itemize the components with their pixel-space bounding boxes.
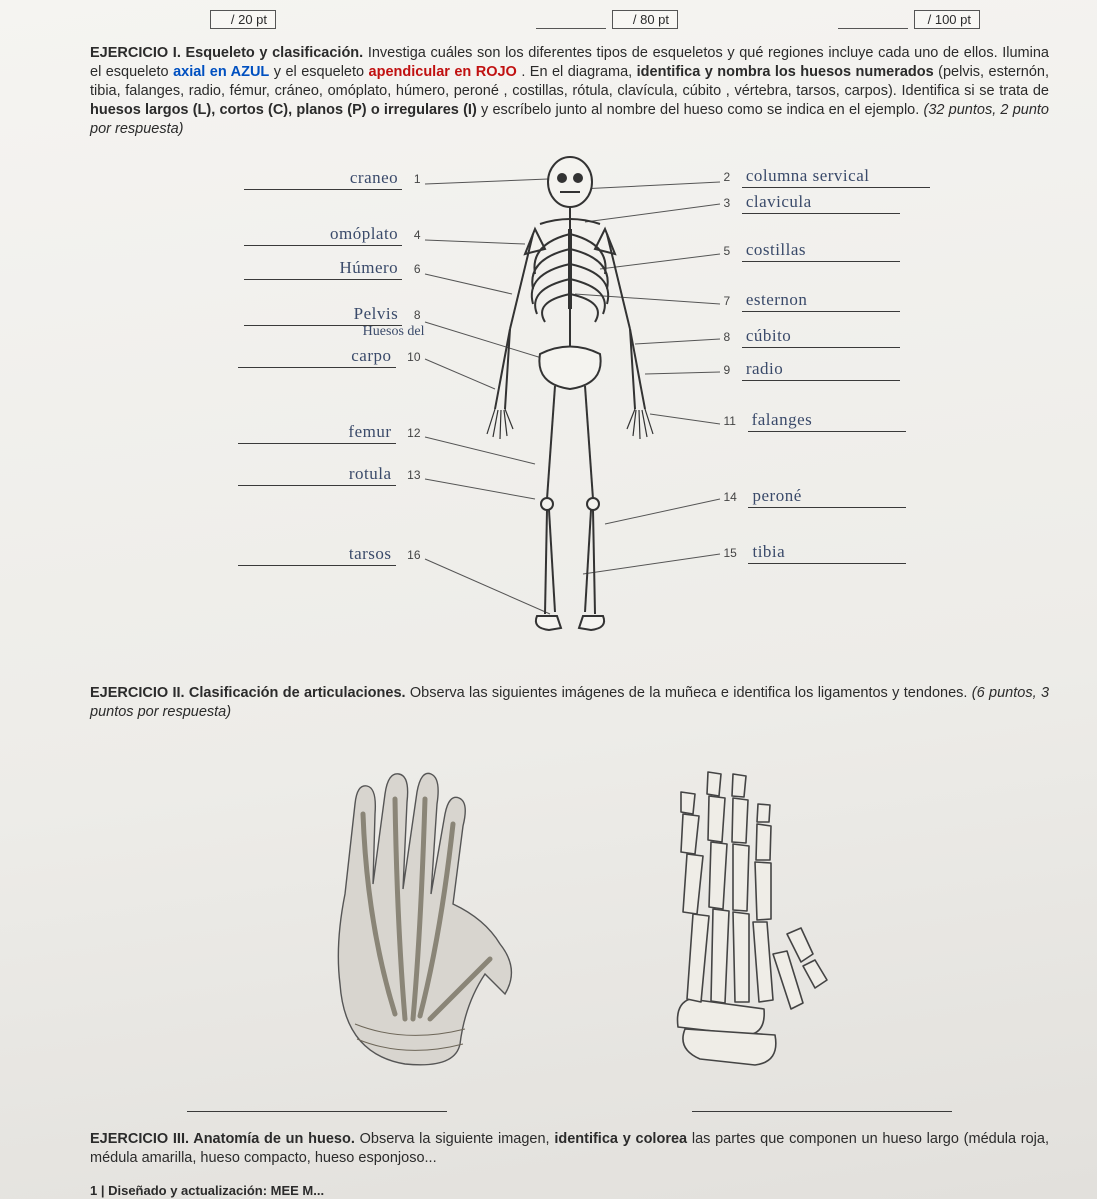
num-7: 7: [720, 294, 739, 308]
score-box-20: / 20 pt: [210, 10, 276, 29]
answer-8r[interactable]: cúbito: [742, 326, 900, 348]
exercise-1-title: EJERCICIO I. Esqueleto y clasificación.: [90, 45, 363, 61]
score-blank-100[interactable]: [838, 14, 908, 29]
label-12: femur 12: [180, 422, 425, 444]
label-11: 11 falanges: [720, 410, 906, 432]
answer-1[interactable]: craneo: [244, 168, 402, 190]
answer-6[interactable]: Húmero: [244, 258, 402, 280]
label-6: Húmero 6: [180, 258, 425, 280]
num-15: 15: [720, 546, 745, 560]
num-16: 16: [399, 548, 424, 562]
score-cell-100: / 100 pt: [838, 10, 980, 29]
ex1-text-e: y escríbelo junto al nombre del hueso co…: [481, 102, 923, 118]
ex1-text-b: y el esqueleto: [274, 64, 369, 80]
answer-8l-sub: Huesos del: [180, 324, 425, 340]
answer-8l[interactable]: Pelvis: [244, 304, 402, 326]
exercise-1-paragraph: EJERCICIO I. Esqueleto y clasificación. …: [90, 44, 1049, 140]
label-2: 2 columna servical: [720, 166, 930, 188]
label-13: rotula 13: [180, 464, 425, 486]
score-cell-80: / 80 pt: [536, 10, 678, 29]
label-10: carpo 10: [180, 346, 425, 368]
answer-15[interactable]: tibia: [748, 542, 906, 564]
ex1-bold1: identifica y nombra los huesos numerados: [637, 64, 934, 80]
ex2-body: Observa las siguientes imágenes de la mu…: [410, 685, 972, 701]
hand-answer-lines: [90, 1087, 1049, 1112]
skeleton-icon: [455, 154, 685, 654]
num-11: 11: [720, 414, 744, 428]
ex1-bold2: huesos largos (L), cortos (C), planos (P…: [90, 102, 477, 118]
answer-7[interactable]: esternon: [742, 290, 900, 312]
answer-3[interactable]: clavicula: [742, 192, 900, 214]
num-4: 4: [406, 228, 425, 242]
label-15: 15 tibia: [720, 542, 907, 564]
num-1: 1: [406, 172, 425, 186]
num-6: 6: [406, 262, 425, 276]
hand-figures: [90, 744, 1049, 1079]
label-7: 7 esternon: [720, 290, 900, 312]
answer-14[interactable]: peroné: [748, 486, 906, 508]
ex3-body-a: Observa la siguiente imagen,: [360, 1131, 555, 1147]
page-footer: 1 | Diseñado y actualización: MEE M...: [90, 1183, 1049, 1198]
score-bar: / 20 pt / 80 pt / 100 pt: [210, 10, 1049, 29]
score-blank-80[interactable]: [536, 14, 606, 29]
skeleton-figure: craneo 1 omóplato 4 Húmero 6 Pelvis 8 Hu…: [180, 154, 960, 674]
answer-13[interactable]: rotula: [238, 464, 396, 486]
hand-tendons-icon: [285, 744, 545, 1079]
num-2: 2: [720, 170, 739, 184]
ex1-text-c: . En el diagrama,: [521, 64, 636, 80]
num-3: 3: [720, 196, 739, 210]
score-box-100: / 100 pt: [914, 10, 980, 29]
num-14: 14: [720, 490, 745, 504]
answer-16[interactable]: tarsos: [238, 544, 396, 566]
footer-text: 1 | Diseñado y actualización: MEE M...: [90, 1183, 324, 1198]
exercise-3-title: EJERCICIO III. Anatomía de un hueso.: [90, 1131, 355, 1147]
num-12: 12: [399, 426, 424, 440]
num-8l: 8: [406, 308, 425, 322]
label-1: craneo 1: [180, 168, 425, 190]
label-14: 14 peroné: [720, 486, 907, 508]
num-13: 13: [399, 468, 424, 482]
hand-answer-2[interactable]: [692, 1093, 952, 1112]
num-10: 10: [399, 350, 424, 364]
exercise-2-title: EJERCICIO II. Clasificación de articulac…: [90, 685, 406, 701]
answer-10[interactable]: carpo: [238, 346, 396, 368]
answer-5[interactable]: costillas: [742, 240, 900, 262]
label-16: tarsos 16: [180, 544, 425, 566]
hand-bones-icon: [595, 744, 855, 1079]
label-4: omóplato 4: [180, 224, 425, 246]
label-3: 3 clavicula: [720, 192, 900, 214]
label-9: 9 radio: [720, 359, 900, 381]
ex1-axial: axial en AZUL: [173, 64, 269, 80]
label-8l: Pelvis 8 Huesos del: [180, 304, 425, 340]
score-box-80: / 80 pt: [612, 10, 678, 29]
num-9: 9: [720, 363, 739, 377]
score-cell-20: / 20 pt: [210, 10, 276, 29]
answer-11[interactable]: falanges: [748, 410, 906, 432]
exercise-2-paragraph: EJERCICIO II. Clasificación de articulac…: [90, 684, 1049, 722]
ex1-apendicular: apendicular en ROJO: [369, 64, 517, 80]
answer-12[interactable]: femur: [238, 422, 396, 444]
num-5: 5: [720, 244, 739, 258]
answer-2[interactable]: columna servical: [742, 166, 930, 188]
answer-9[interactable]: radio: [742, 359, 900, 381]
hand-answer-1[interactable]: [187, 1093, 447, 1112]
num-8r: 8: [720, 330, 739, 344]
exercise-3-paragraph: EJERCICIO III. Anatomía de un hueso. Obs…: [90, 1130, 1049, 1168]
label-5: 5 costillas: [720, 240, 900, 262]
label-8r: 8 cúbito: [720, 326, 900, 348]
ex3-bold: identifica y colorea: [554, 1131, 687, 1147]
answer-4[interactable]: omóplato: [244, 224, 402, 246]
worksheet-page: / 20 pt / 80 pt / 100 pt EJERCICIO I. Es…: [0, 0, 1097, 1199]
